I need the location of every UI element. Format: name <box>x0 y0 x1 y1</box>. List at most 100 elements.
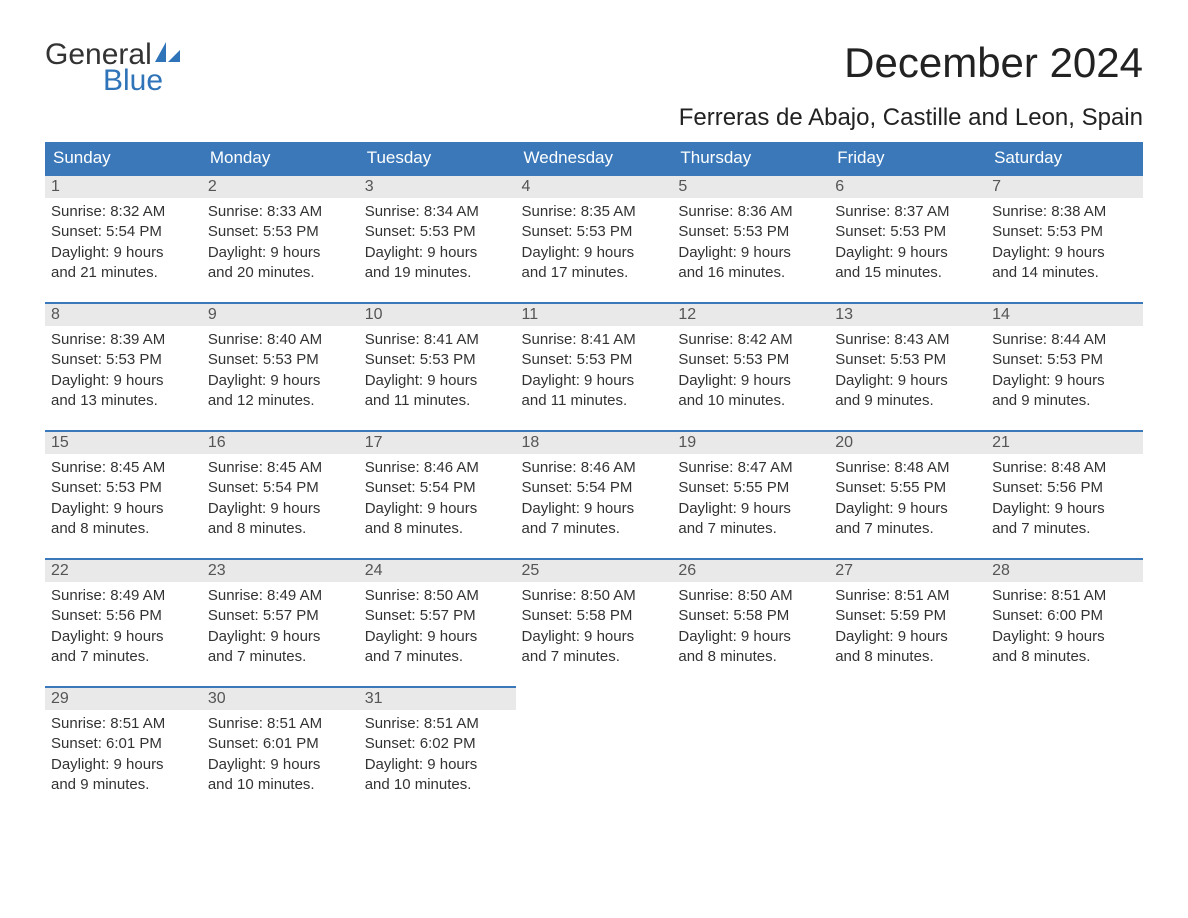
day-sunset: Sunset: 5:58 PM <box>678 606 823 626</box>
day-sunset: Sunset: 5:58 PM <box>522 606 667 626</box>
logo: General Blue <box>45 40 181 96</box>
day-sunrise: Sunrise: 8:38 AM <box>992 202 1137 222</box>
day-dl1: Daylight: 9 hours <box>365 243 510 263</box>
day-number: 7 <box>986 176 1143 198</box>
day-sunset: Sunset: 5:55 PM <box>835 478 980 498</box>
day-sunset: Sunset: 5:53 PM <box>208 350 353 370</box>
day-sunrise: Sunrise: 8:46 AM <box>522 458 667 478</box>
day-dl1: Daylight: 9 hours <box>51 243 196 263</box>
day-number: 27 <box>829 560 986 582</box>
day-dl2: and 16 minutes. <box>678 263 823 283</box>
day-dl2: and 11 minutes. <box>522 391 667 411</box>
day-dl1: Daylight: 9 hours <box>678 371 823 391</box>
day-number: 13 <box>829 304 986 326</box>
calendar-day: 27Sunrise: 8:51 AMSunset: 5:59 PMDayligh… <box>829 559 986 687</box>
calendar-day: 2Sunrise: 8:33 AMSunset: 5:53 PMDaylight… <box>202 175 359 303</box>
day-number: 30 <box>202 688 359 710</box>
day-details: Sunrise: 8:51 AMSunset: 6:01 PMDaylight:… <box>202 710 359 801</box>
day-number: 5 <box>672 176 829 198</box>
day-sunrise: Sunrise: 8:46 AM <box>365 458 510 478</box>
day-dl1: Daylight: 9 hours <box>835 499 980 519</box>
day-sunset: Sunset: 5:53 PM <box>365 222 510 242</box>
day-dl1: Daylight: 9 hours <box>208 755 353 775</box>
day-dl1: Daylight: 9 hours <box>835 371 980 391</box>
day-sunrise: Sunrise: 8:44 AM <box>992 330 1137 350</box>
day-sunset: Sunset: 5:54 PM <box>522 478 667 498</box>
day-dl2: and 9 minutes. <box>51 775 196 795</box>
day-sunset: Sunset: 5:57 PM <box>365 606 510 626</box>
day-sunrise: Sunrise: 8:41 AM <box>522 330 667 350</box>
day-dl2: and 8 minutes. <box>51 519 196 539</box>
day-details: Sunrise: 8:43 AMSunset: 5:53 PMDaylight:… <box>829 326 986 417</box>
day-number: 17 <box>359 432 516 454</box>
day-dl1: Daylight: 9 hours <box>678 499 823 519</box>
day-sunset: Sunset: 6:01 PM <box>208 734 353 754</box>
day-dl1: Daylight: 9 hours <box>992 627 1137 647</box>
day-sunset: Sunset: 6:01 PM <box>51 734 196 754</box>
day-number: 25 <box>516 560 673 582</box>
calendar-day: 7Sunrise: 8:38 AMSunset: 5:53 PMDaylight… <box>986 175 1143 303</box>
day-sunset: Sunset: 5:54 PM <box>365 478 510 498</box>
day-dl2: and 19 minutes. <box>365 263 510 283</box>
day-number: 3 <box>359 176 516 198</box>
calendar-day <box>516 687 673 815</box>
calendar-week: 8Sunrise: 8:39 AMSunset: 5:53 PMDaylight… <box>45 303 1143 431</box>
day-sunrise: Sunrise: 8:48 AM <box>835 458 980 478</box>
col-header: Thursday <box>672 142 829 175</box>
day-details: Sunrise: 8:40 AMSunset: 5:53 PMDaylight:… <box>202 326 359 417</box>
day-details: Sunrise: 8:48 AMSunset: 5:56 PMDaylight:… <box>986 454 1143 545</box>
day-number: 28 <box>986 560 1143 582</box>
day-details: Sunrise: 8:51 AMSunset: 5:59 PMDaylight:… <box>829 582 986 673</box>
day-dl1: Daylight: 9 hours <box>835 243 980 263</box>
day-dl2: and 13 minutes. <box>51 391 196 411</box>
day-number: 4 <box>516 176 673 198</box>
calendar-day: 15Sunrise: 8:45 AMSunset: 5:53 PMDayligh… <box>45 431 202 559</box>
day-number: 26 <box>672 560 829 582</box>
day-details: Sunrise: 8:45 AMSunset: 5:54 PMDaylight:… <box>202 454 359 545</box>
day-sunrise: Sunrise: 8:41 AM <box>365 330 510 350</box>
day-dl2: and 7 minutes. <box>992 519 1137 539</box>
day-sunset: Sunset: 5:53 PM <box>835 222 980 242</box>
day-sunrise: Sunrise: 8:42 AM <box>678 330 823 350</box>
calendar-day: 8Sunrise: 8:39 AMSunset: 5:53 PMDaylight… <box>45 303 202 431</box>
day-dl2: and 14 minutes. <box>992 263 1137 283</box>
calendar-day: 18Sunrise: 8:46 AMSunset: 5:54 PMDayligh… <box>516 431 673 559</box>
day-details: Sunrise: 8:48 AMSunset: 5:55 PMDaylight:… <box>829 454 986 545</box>
day-dl2: and 8 minutes. <box>835 647 980 667</box>
day-dl2: and 7 minutes. <box>365 647 510 667</box>
calendar-day: 26Sunrise: 8:50 AMSunset: 5:58 PMDayligh… <box>672 559 829 687</box>
day-dl2: and 8 minutes. <box>208 519 353 539</box>
day-dl1: Daylight: 9 hours <box>51 627 196 647</box>
day-sunrise: Sunrise: 8:33 AM <box>208 202 353 222</box>
calendar-day: 12Sunrise: 8:42 AMSunset: 5:53 PMDayligh… <box>672 303 829 431</box>
day-dl1: Daylight: 9 hours <box>208 243 353 263</box>
day-number: 2 <box>202 176 359 198</box>
col-header: Wednesday <box>516 142 673 175</box>
calendar-week: 22Sunrise: 8:49 AMSunset: 5:56 PMDayligh… <box>45 559 1143 687</box>
day-dl1: Daylight: 9 hours <box>51 499 196 519</box>
day-sunrise: Sunrise: 8:45 AM <box>51 458 196 478</box>
day-sunrise: Sunrise: 8:39 AM <box>51 330 196 350</box>
day-number: 24 <box>359 560 516 582</box>
location: Ferreras de Abajo, Castille and Leon, Sp… <box>679 104 1143 132</box>
month-title: December 2024 <box>679 40 1143 86</box>
day-sunrise: Sunrise: 8:37 AM <box>835 202 980 222</box>
day-dl1: Daylight: 9 hours <box>365 499 510 519</box>
col-header: Saturday <box>986 142 1143 175</box>
day-dl2: and 7 minutes. <box>522 519 667 539</box>
header: General Blue December 2024 Ferreras de A… <box>45 40 1143 132</box>
calendar-day: 28Sunrise: 8:51 AMSunset: 6:00 PMDayligh… <box>986 559 1143 687</box>
day-dl1: Daylight: 9 hours <box>365 371 510 391</box>
day-sunset: Sunset: 5:53 PM <box>51 478 196 498</box>
day-dl2: and 7 minutes. <box>835 519 980 539</box>
day-sunrise: Sunrise: 8:51 AM <box>992 586 1137 606</box>
day-details: Sunrise: 8:32 AMSunset: 5:54 PMDaylight:… <box>45 198 202 289</box>
day-sunset: Sunset: 5:53 PM <box>522 222 667 242</box>
calendar-day: 19Sunrise: 8:47 AMSunset: 5:55 PMDayligh… <box>672 431 829 559</box>
day-sunrise: Sunrise: 8:51 AM <box>51 714 196 734</box>
calendar-day: 5Sunrise: 8:36 AMSunset: 5:53 PMDaylight… <box>672 175 829 303</box>
calendar-table: SundayMondayTuesdayWednesdayThursdayFrid… <box>45 142 1143 815</box>
day-number: 12 <box>672 304 829 326</box>
day-details: Sunrise: 8:44 AMSunset: 5:53 PMDaylight:… <box>986 326 1143 417</box>
calendar-day: 4Sunrise: 8:35 AMSunset: 5:53 PMDaylight… <box>516 175 673 303</box>
